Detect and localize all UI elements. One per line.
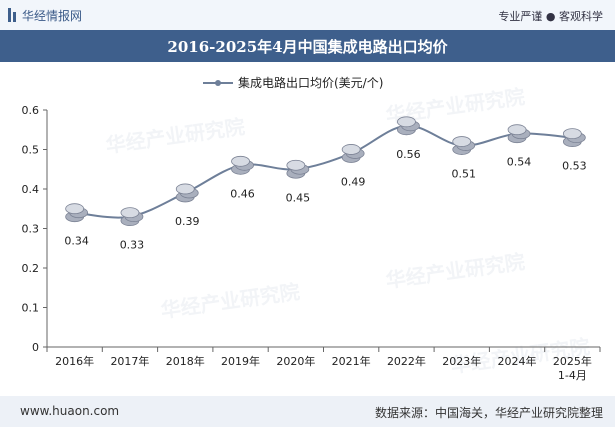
coin-marker — [562, 128, 582, 140]
coin-marker — [397, 116, 416, 128]
data-label: 0.51 — [452, 168, 477, 181]
data-point — [120, 207, 144, 227]
coin-marker — [231, 155, 250, 167]
x-tick-label: 2025年 — [553, 354, 592, 368]
legend-marker — [215, 80, 221, 86]
data-label: 0.33 — [120, 239, 145, 252]
data-label: 0.39 — [175, 215, 200, 228]
line-chart: 集成电路出口均价(美元/个) 0 0.1 0.2 0.3 0.4 0.5 0.6 2016年 20… — [22, 75, 601, 382]
y-tick-label: 0.3 — [22, 223, 40, 236]
x-tick-label: 2021年 — [332, 354, 371, 368]
y-tick-label: 0.5 — [22, 144, 40, 157]
data-point — [452, 136, 476, 155]
x-tick-label: 2024年 — [498, 354, 537, 368]
data-point — [341, 144, 365, 163]
data-label: 0.46 — [230, 187, 255, 200]
data-label: 0.45 — [286, 191, 311, 204]
data-label: 0.56 — [396, 148, 421, 161]
y-tick-label: 0 — [32, 341, 39, 354]
x-tick-label: 1-4月 — [558, 369, 587, 382]
brand-name: 华经情报网 — [22, 9, 83, 23]
legend-label: 集成电路出口均价(美元/个) — [238, 75, 383, 90]
x-tick-label: 2018年 — [166, 354, 205, 368]
coin-marker — [65, 203, 85, 215]
x-tick-label: 2019年 — [221, 354, 260, 368]
data-label: 0.54 — [507, 156, 532, 169]
series-line — [74, 124, 573, 219]
coin-marker — [175, 183, 195, 195]
y-tick-label: 0.6 — [22, 104, 40, 117]
website-url: www.huaon.com — [20, 404, 120, 418]
coin-marker — [452, 136, 472, 147]
y-tick-label: 0.2 — [22, 262, 40, 275]
top-bar: 华经情报网 专业严谨 ● 客观科学 — [0, 0, 615, 30]
chart-title: 2016-2025年4月中国集成电路出口均价 — [167, 38, 448, 56]
data-point — [65, 203, 89, 223]
data-source: 数据来源：中国海关，华经产业研究院整理 — [374, 406, 603, 420]
data-point — [231, 155, 254, 175]
x-tick-label: 2022年 — [387, 354, 426, 368]
data-point — [562, 128, 586, 148]
footer-bar — [0, 396, 615, 427]
data-point — [175, 183, 199, 203]
logo-icon — [8, 8, 16, 22]
data-label: 0.34 — [64, 235, 89, 248]
data-point — [397, 116, 420, 136]
data-point — [507, 124, 531, 144]
x-tick-label: 2023年 — [442, 354, 481, 368]
x-tick-label: 2017年 — [110, 354, 149, 368]
data-point — [286, 159, 310, 179]
data-label: 0.53 — [562, 160, 587, 173]
y-tick-label: 0.4 — [22, 183, 40, 196]
y-tick-label: 0.1 — [22, 302, 40, 315]
coin-marker — [341, 144, 361, 155]
title-bar — [0, 30, 615, 62]
x-tick-label: 2016年 — [55, 354, 94, 368]
data-label: 0.49 — [341, 175, 366, 188]
x-tick-label: 2020年 — [276, 354, 315, 368]
slogan: 专业严谨 ● 客观科学 — [498, 10, 603, 23]
coin-marker — [120, 207, 140, 219]
coin-marker — [286, 159, 306, 171]
coin-marker — [507, 124, 527, 136]
